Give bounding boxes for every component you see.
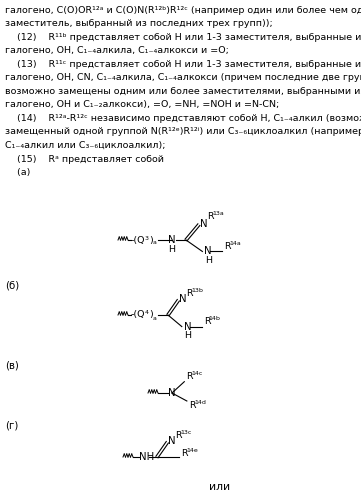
- Text: (а): (а): [5, 168, 30, 177]
- Text: 13c: 13c: [180, 430, 192, 435]
- Text: (в): (в): [5, 360, 19, 370]
- Text: N: N: [184, 322, 191, 332]
- Text: R: R: [175, 431, 182, 440]
- Text: NH: NH: [139, 452, 154, 462]
- Text: (15)    Rᵃ представляет собой: (15) Rᵃ представляет собой: [5, 154, 164, 164]
- Text: R: R: [186, 289, 193, 298]
- Text: (13)    R¹¹ᶜ представляет собой Н или 1-3 заместителя, выбранные из: (13) R¹¹ᶜ представляет собой Н или 1-3 з…: [5, 60, 361, 69]
- Text: N: N: [168, 388, 175, 398]
- Text: R: R: [225, 242, 231, 251]
- Text: 14b: 14b: [209, 316, 221, 321]
- Text: R: R: [186, 372, 193, 381]
- Text: или: или: [209, 482, 231, 492]
- Text: 13a: 13a: [212, 211, 223, 216]
- Text: -(Q: -(Q: [131, 236, 145, 244]
- Text: R: R: [204, 317, 210, 326]
- Text: 13b: 13b: [191, 288, 203, 293]
- Text: а: а: [153, 240, 157, 246]
- Text: N: N: [200, 218, 208, 228]
- Text: 3: 3: [145, 236, 149, 240]
- Text: галогено, OH, C₁₋₄алкила, C₁₋₄алкокси и =O;: галогено, OH, C₁₋₄алкила, C₁₋₄алкокси и …: [5, 46, 229, 56]
- Text: H: H: [169, 246, 175, 254]
- Text: (г): (г): [5, 420, 18, 430]
- Text: H: H: [205, 256, 212, 265]
- Text: -(Q: -(Q: [131, 310, 145, 320]
- Text: галогено, C(O)OR¹²ᵃ и C(O)N(R¹²ᵇ)R¹²ᶜ (например один или более чем один: галогено, C(O)OR¹²ᵃ и C(O)N(R¹²ᵇ)R¹²ᶜ (н…: [5, 6, 361, 15]
- Text: ): ): [149, 236, 153, 244]
- Text: R: R: [189, 400, 195, 409]
- Text: (14)    R¹²ᵃ-R¹²ᶜ независимо представляют собой Н, C₁₋₄алкил (возможно: (14) R¹²ᵃ-R¹²ᶜ независимо представляют с…: [5, 114, 361, 123]
- Text: а: а: [153, 316, 157, 320]
- Text: N: N: [168, 235, 176, 245]
- Text: 14d: 14d: [194, 400, 206, 404]
- Text: 14e: 14e: [186, 448, 198, 454]
- Text: 4: 4: [145, 310, 149, 316]
- Text: N: N: [179, 294, 187, 304]
- Text: C₁₋₄алкил или C₃₋₆циклоалкил);: C₁₋₄алкил или C₃₋₆циклоалкил);: [5, 141, 165, 150]
- Text: возможно замещены одним или более заместителями, выбранными из: возможно замещены одним или более замест…: [5, 87, 361, 96]
- Text: замещенный одной группой N(R¹²ᵉ)R¹²ⁱ) или C₃₋₆циклоалкил (например Н,: замещенный одной группой N(R¹²ᵉ)R¹²ⁱ) ил…: [5, 128, 361, 136]
- Text: галогено, OH и C₁₋₂алкокси), =O, =NH, =NOH и =N-CN;: галогено, OH и C₁₋₂алкокси), =O, =NH, =N…: [5, 100, 279, 110]
- Text: галогено, OH, CN, C₁₋₄алкила, C₁₋₄алкокси (причем последние две группы: галогено, OH, CN, C₁₋₄алкила, C₁₋₄алкокс…: [5, 74, 361, 82]
- Text: заместитель, выбранный из последних трех групп));: заместитель, выбранный из последних трех…: [5, 20, 273, 28]
- Text: N: N: [204, 246, 212, 256]
- Text: H: H: [184, 331, 191, 340]
- Text: (б): (б): [5, 280, 19, 290]
- Text: R: R: [207, 212, 213, 221]
- Text: N: N: [168, 436, 176, 446]
- Text: 14a: 14a: [229, 241, 241, 246]
- Text: 14c: 14c: [191, 371, 203, 376]
- Text: R: R: [181, 450, 188, 458]
- Text: (12)    R¹¹ᵇ представляет собой Н или 1-3 заместителя, выбранные из: (12) R¹¹ᵇ представляет собой Н или 1-3 з…: [5, 33, 361, 42]
- Text: ): ): [149, 310, 153, 320]
